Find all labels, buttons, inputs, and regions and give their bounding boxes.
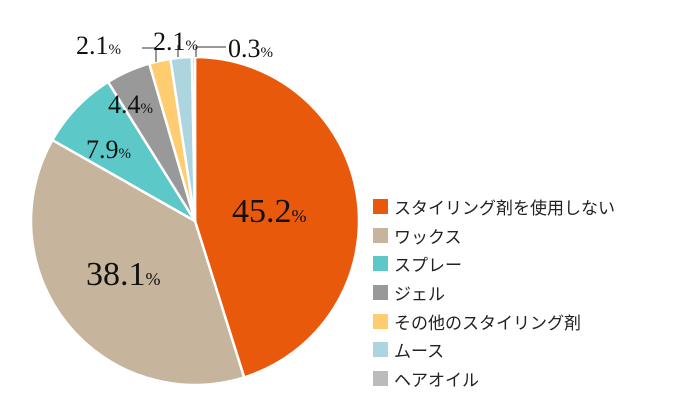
legend-label: ヘアオイル <box>394 370 479 391</box>
legend-item: スタイリング剤を使用しない <box>373 192 615 221</box>
legend-label: その他のスタイリング剤 <box>394 313 581 334</box>
leader-line <box>142 47 157 62</box>
legend-item: その他のスタイリング剤 <box>373 307 615 336</box>
pie-slice <box>29 138 246 387</box>
legend-item: ジェル <box>373 278 615 307</box>
data-label: 7.9% <box>86 135 131 164</box>
data-label: 2.1% <box>76 31 121 60</box>
legend-label: ワックス <box>394 227 462 248</box>
legend-swatch <box>373 284 388 300</box>
data-label: 0.3% <box>228 34 273 63</box>
legend-item: スプレー <box>373 249 615 278</box>
legend-item: ムース <box>373 335 615 364</box>
legend-label: スプレー <box>394 256 462 277</box>
legend: スタイリング剤を使用しない ワックス スプレー ジェル その他のスタイリング剤 … <box>373 192 615 393</box>
legend-label: ジェル <box>394 284 445 305</box>
data-label: 38.1% <box>86 256 161 293</box>
pie-slice <box>193 55 361 380</box>
leader-line <box>195 46 226 57</box>
legend-swatch <box>373 370 388 386</box>
legend-swatch <box>373 342 388 358</box>
legend-item: ヘアオイル <box>373 364 615 393</box>
data-label: 45.2% <box>232 193 307 230</box>
legend-label: ムース <box>394 342 445 363</box>
legend-swatch <box>373 256 388 272</box>
legend-label: スタイリング剤を使用しない <box>394 198 615 219</box>
legend-item: ワックス <box>373 221 615 250</box>
legend-swatch <box>373 227 388 243</box>
data-label: 4.4% <box>108 90 153 119</box>
data-label: 2.1% <box>153 27 198 56</box>
legend-swatch <box>373 313 388 329</box>
legend-swatch <box>373 198 388 214</box>
pie-slice <box>190 55 197 222</box>
